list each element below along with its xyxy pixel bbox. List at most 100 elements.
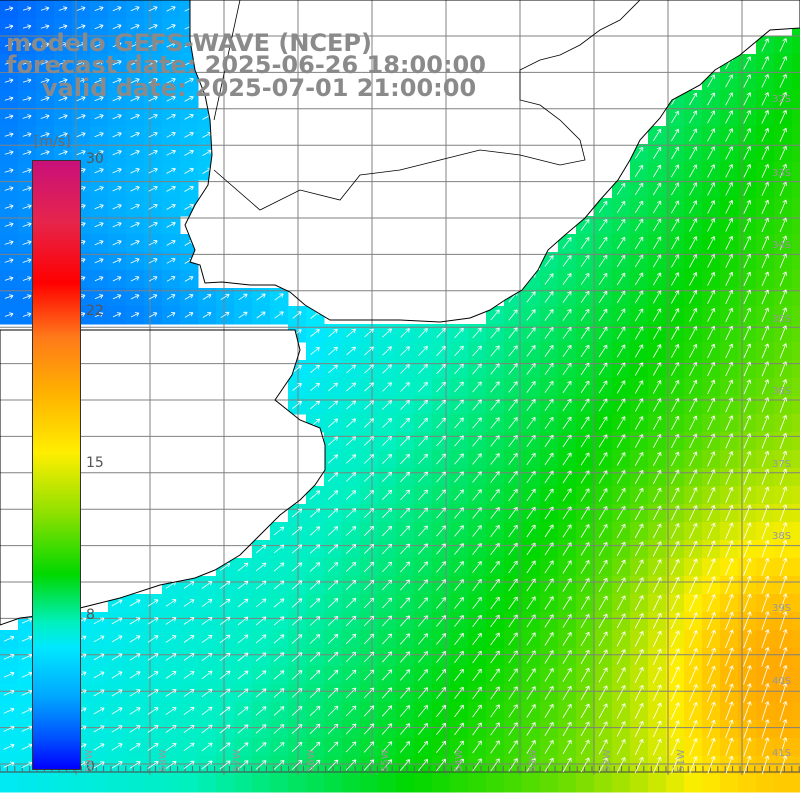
wind-speed-cell (468, 774, 487, 793)
wind-arrow (93, 743, 105, 751)
wind-arrow (309, 580, 321, 590)
wind-arrow (598, 362, 608, 376)
wind-arrow (598, 739, 608, 755)
wind-arrow (454, 507, 464, 519)
wind-arrow (616, 344, 626, 358)
wind-arrow (436, 381, 446, 393)
wind-arrow (400, 579, 411, 591)
wind-arrow (436, 453, 446, 465)
wind-arrow (671, 110, 680, 124)
wind-arrow (743, 397, 752, 413)
wind-arrow (761, 701, 770, 721)
wind-arrow (273, 688, 285, 698)
wind-arrow (580, 272, 590, 285)
wind-speed-cell (378, 774, 397, 793)
wind-speed-cell (576, 774, 595, 793)
wind-arrow (634, 684, 644, 701)
wind-arrow (689, 146, 698, 160)
wind-arrow (454, 740, 464, 754)
wind-arrow (779, 414, 788, 431)
wind-arrow (562, 273, 572, 285)
wind-arrow (166, 185, 176, 192)
wind-arrow (111, 617, 123, 625)
wind-arrow (671, 272, 680, 286)
wind-arrow (76, 42, 86, 47)
wind-arrow (779, 38, 787, 52)
wind-speed-cell (792, 720, 800, 739)
wind-arrow (707, 594, 716, 612)
wind-arrow (472, 525, 482, 537)
wind-arrow (526, 452, 536, 466)
wind-arrow (616, 236, 626, 250)
wind-arrow (634, 326, 644, 340)
wind-arrow (76, 6, 86, 11)
wind-arrow (688, 666, 698, 684)
wind-arrow (562, 488, 572, 502)
wind-arrow (292, 365, 302, 373)
wind-arrow (761, 199, 770, 214)
wind-arrow (616, 326, 626, 340)
wind-arrow (634, 702, 644, 719)
wind-arrow (436, 363, 446, 375)
wind-arrow (183, 599, 195, 607)
wind-arrow (616, 308, 626, 322)
wind-speed-cell (792, 774, 800, 793)
wind-arrow (112, 96, 122, 102)
wind-arrow (472, 722, 482, 736)
wind-arrow (418, 669, 428, 681)
wind-arrow (147, 617, 159, 625)
wind-arrow (725, 92, 734, 106)
wind-arrow (634, 146, 644, 160)
wind-speed-cell (792, 54, 800, 73)
wind-arrow (148, 222, 158, 228)
wind-arrow (400, 615, 411, 627)
wind-arrow (255, 742, 267, 752)
wind-arrow (418, 615, 428, 627)
wind-arrow (58, 24, 68, 29)
wind-arrow (21, 743, 33, 750)
wind-arrow (743, 665, 752, 685)
wind-arrow (761, 486, 770, 504)
wind-arrow (3, 761, 15, 768)
wind-arrow (472, 578, 482, 591)
wind-arrow (3, 707, 15, 714)
wind-arrow (707, 433, 716, 449)
wind-arrow (725, 325, 734, 341)
wind-arrow (544, 309, 554, 321)
wind-arrow (364, 543, 375, 554)
wind-arrow (689, 290, 698, 304)
wind-arrow (201, 742, 213, 752)
wind-arrow (544, 560, 554, 574)
wind-arrow (436, 417, 446, 429)
wind-arrow (327, 508, 339, 518)
wind-arrow (129, 653, 141, 661)
wind-arrow (202, 149, 212, 156)
wind-speed-cell (180, 774, 199, 793)
wind-arrow (761, 629, 770, 649)
wind-arrow (166, 203, 176, 210)
wind-arrow (779, 325, 788, 341)
wind-speed-cell (792, 216, 800, 235)
wind-arrow (526, 363, 536, 375)
wind-arrow (454, 597, 464, 609)
wind-arrow (598, 577, 608, 593)
wind-arrow (616, 182, 626, 195)
wind-arrow (725, 469, 734, 485)
wind-arrow (671, 720, 680, 738)
wind-arrow (346, 364, 356, 374)
wind-arrow (309, 723, 321, 735)
wind-arrow (707, 540, 716, 558)
wind-arrow (201, 670, 213, 680)
wind-arrow (743, 271, 752, 287)
wind-speed-cell (702, 774, 721, 793)
wind-arrow (725, 182, 734, 196)
wind-arrow (382, 615, 393, 627)
wind-arrow (490, 327, 500, 339)
wind-arrow (436, 543, 446, 555)
wind-arrow (148, 78, 158, 84)
wind-speed-cell (126, 774, 145, 793)
wind-speed-cell (792, 36, 800, 55)
wind-arrow (670, 630, 680, 648)
wind-arrow (219, 688, 231, 698)
wind-arrow (273, 760, 285, 770)
